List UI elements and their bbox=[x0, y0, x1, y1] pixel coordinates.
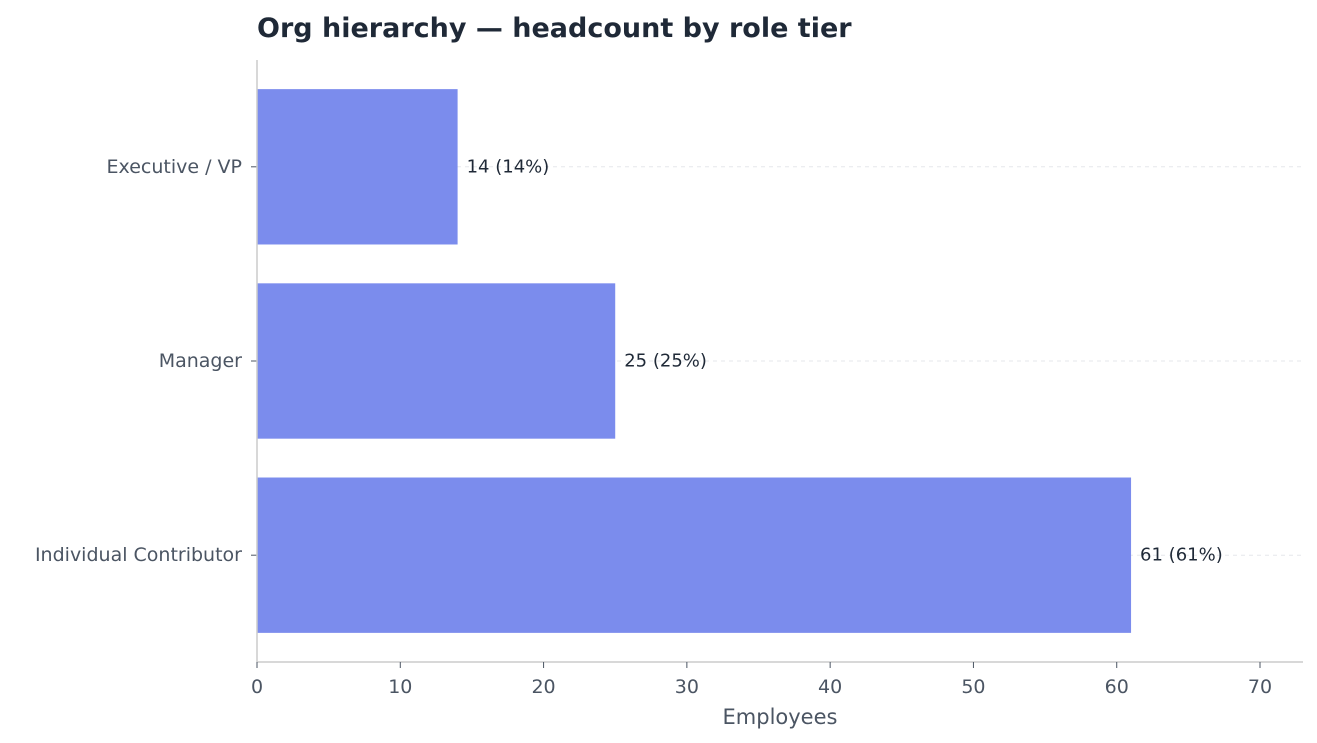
x-tick-label: 50 bbox=[961, 676, 985, 698]
x-tick-label: 70 bbox=[1248, 676, 1272, 698]
x-tick-label: 10 bbox=[388, 676, 412, 698]
data-labels: 14 (14%) 25 (25%) 61 (61%) bbox=[467, 156, 1223, 565]
x-tick-label: 0 bbox=[251, 676, 263, 698]
bars bbox=[257, 89, 1132, 633]
bar-manager bbox=[257, 283, 616, 439]
x-tick-label: 20 bbox=[531, 676, 555, 698]
chart-title: Org hierarchy — headcount by role tier bbox=[257, 13, 852, 44]
x-tick-label: 40 bbox=[818, 676, 842, 698]
data-label: 14 (14%) bbox=[467, 156, 550, 177]
y-tick-label: Executive / VP bbox=[107, 156, 242, 178]
bar-individual-contributor bbox=[257, 477, 1132, 633]
y-tick-label: Manager bbox=[159, 350, 242, 372]
data-label: 25 (25%) bbox=[624, 351, 707, 372]
axes: Executive / VP Manager Individual Contribu… bbox=[35, 60, 1303, 698]
data-label: 61 (61%) bbox=[1140, 545, 1223, 566]
y-tick-label: Individual Contributor bbox=[35, 544, 242, 566]
bar-executive-vp bbox=[257, 89, 458, 245]
x-tick-label: 60 bbox=[1105, 676, 1129, 698]
x-tick-label: 30 bbox=[675, 676, 699, 698]
x-axis-label: Employees bbox=[723, 705, 838, 729]
